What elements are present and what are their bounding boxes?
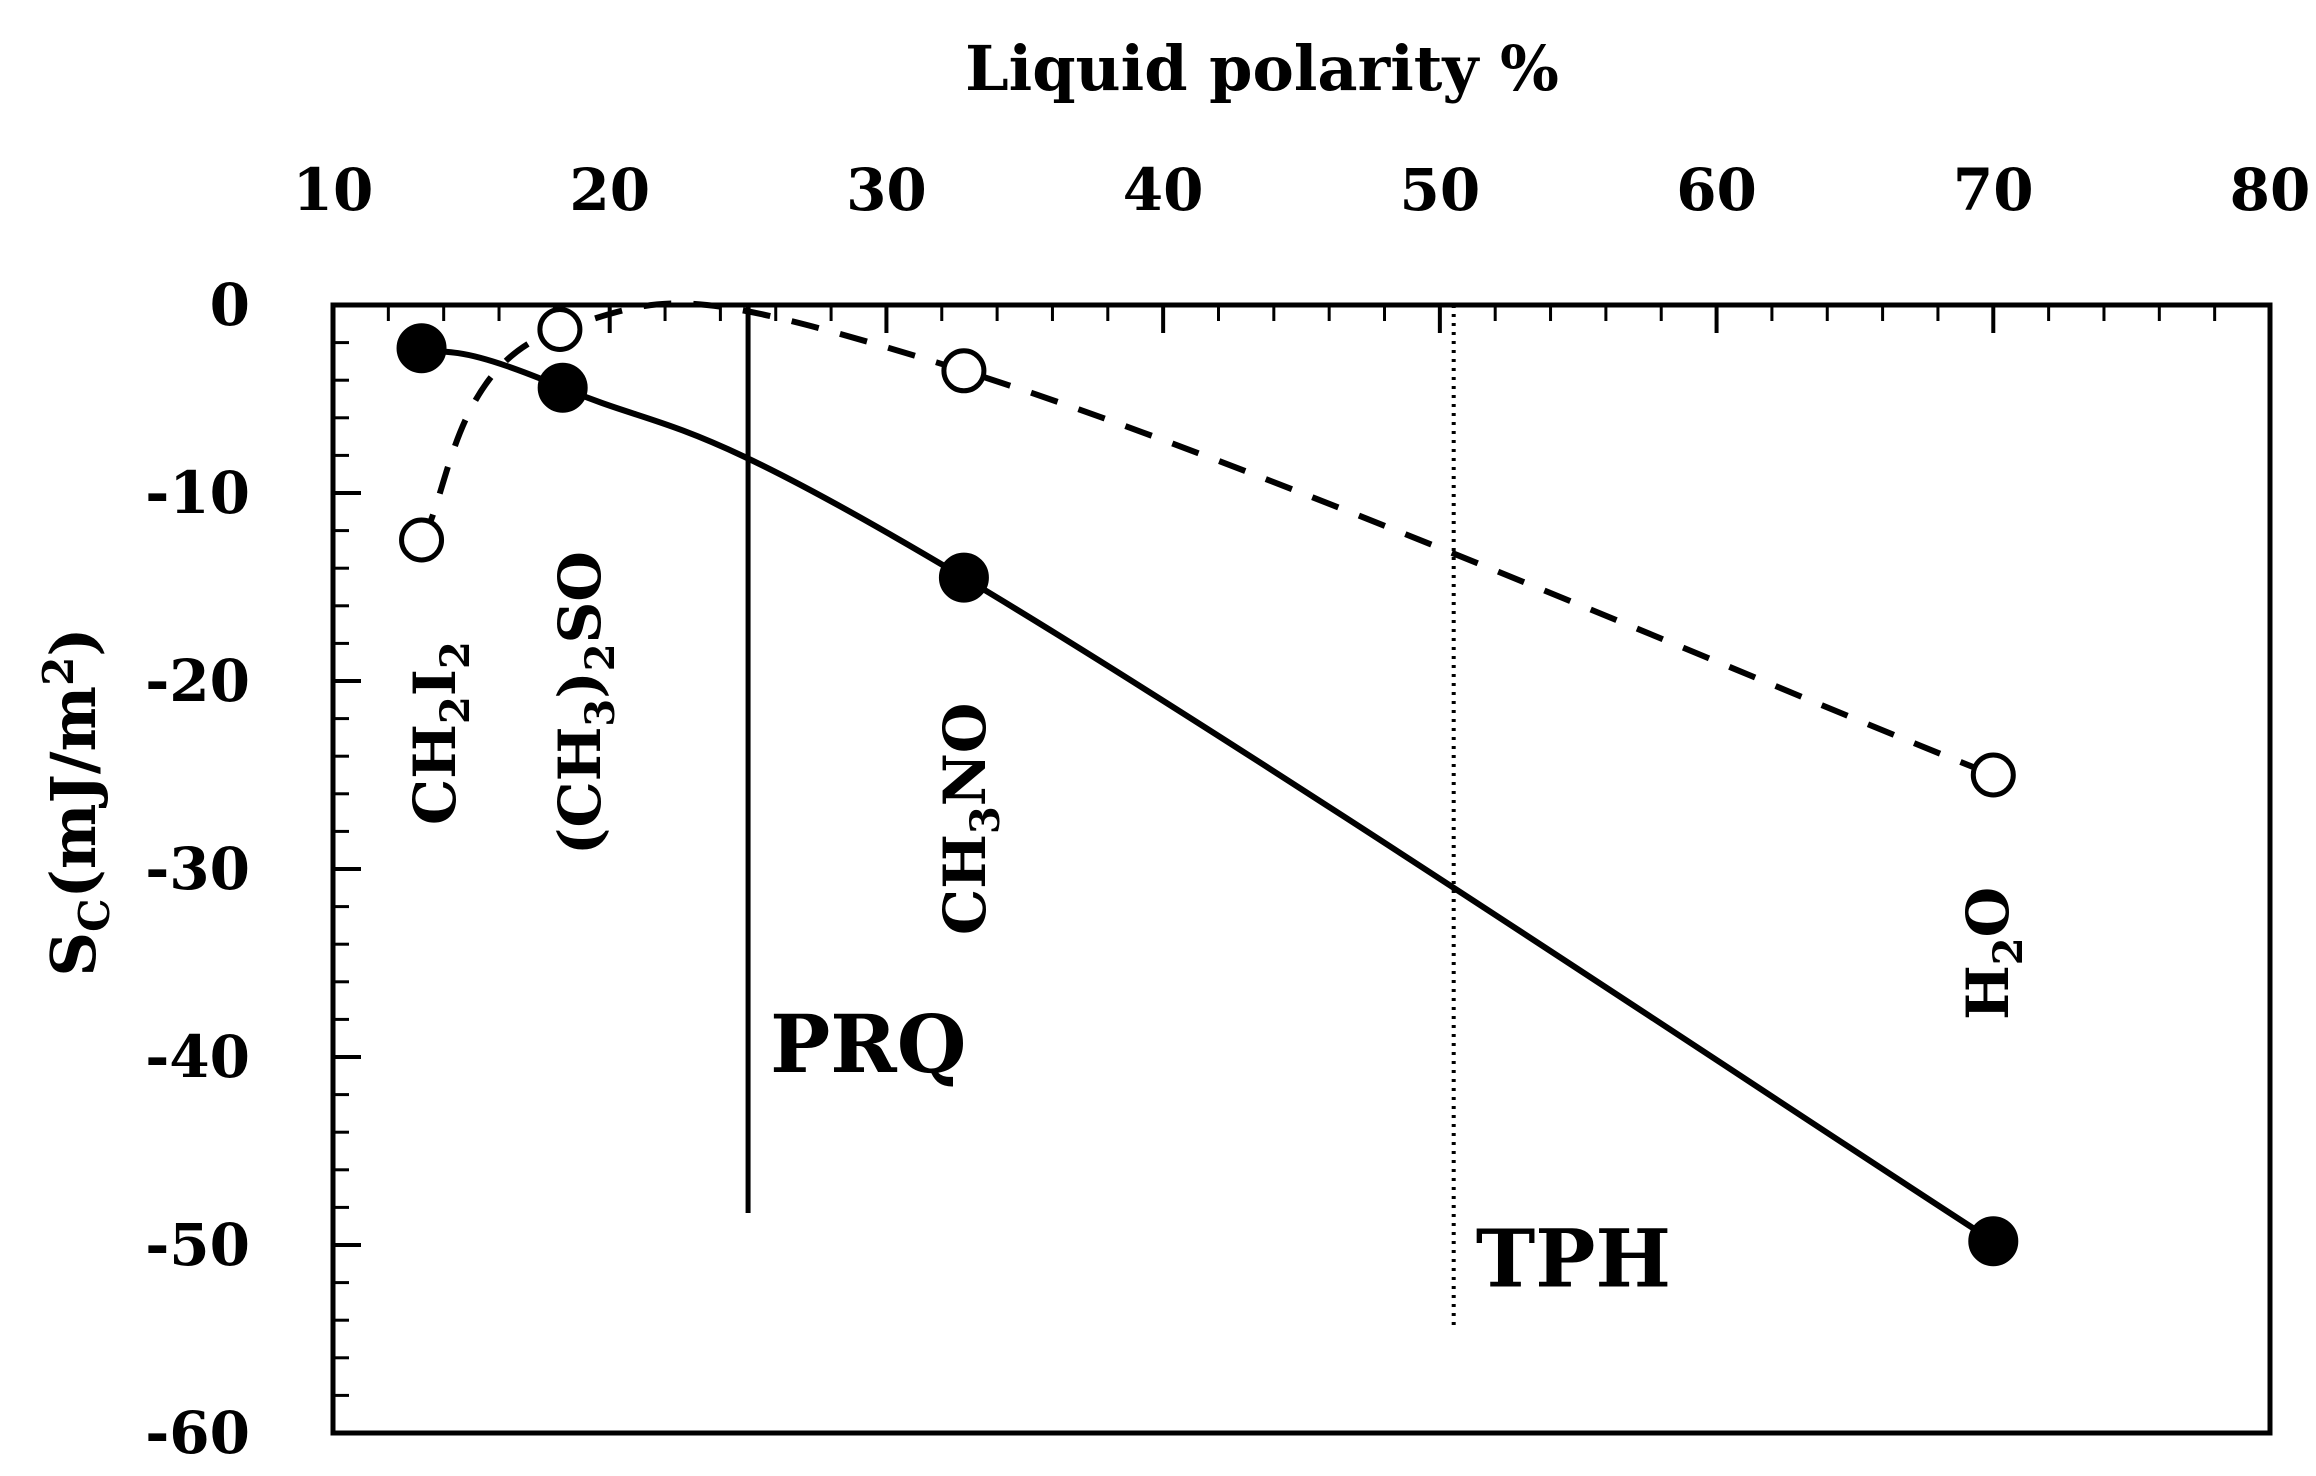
y-axis-title-symbol: S <box>37 932 110 977</box>
series-1-point <box>938 552 989 603</box>
point-label-part: ) <box>546 671 614 698</box>
y-axis-title-unit-close: ) <box>37 627 110 656</box>
x-axis-title: Liquid polarity % <box>965 32 1559 105</box>
series-1-point <box>396 323 447 374</box>
y-tick-label: -10 <box>145 459 250 527</box>
y-axis-title-unit: (mJ/m <box>37 686 110 899</box>
point-label-part: NO <box>931 703 999 807</box>
point-label-part: 2 <box>577 643 624 671</box>
series-2-point <box>941 348 987 394</box>
y-axis-title: SC(mJ/m2) <box>34 627 119 976</box>
reference-label-tph: TPH <box>1476 1211 1671 1305</box>
point-label-part: (CH <box>546 727 614 855</box>
y-axis-ticks: 0 -10 -20 -30 -40 -50 -60 <box>145 271 361 1467</box>
point-label-part: I <box>401 669 469 696</box>
point-label-part: 2 <box>432 696 479 724</box>
x-tick-label: 70 <box>1953 156 2034 224</box>
x-tick-label: 50 <box>1399 156 1480 224</box>
point-label-part: CH <box>401 724 469 825</box>
x-tick-label: 40 <box>1123 156 1204 224</box>
point-label: H2O <box>1954 887 2032 1020</box>
point-label: (CH3)2SO <box>546 551 624 855</box>
point-label-part: 3 <box>577 699 624 727</box>
point-label-part: H <box>1954 965 2022 1020</box>
point-label-part: 2 <box>432 641 479 669</box>
reference-label-prq: PRQ <box>770 997 966 1091</box>
x-tick-label: 30 <box>846 156 927 224</box>
y-tick-label: -50 <box>145 1211 250 1279</box>
x-tick-label: 80 <box>2230 156 2311 224</box>
series-layer <box>396 300 2019 1267</box>
y-tick-label: 0 <box>210 271 250 339</box>
y-tick-label: -20 <box>145 647 250 715</box>
point-label-part: CH <box>931 834 999 935</box>
plot-frame <box>330 302 2273 1436</box>
x-tick-label: 60 <box>1676 156 1757 224</box>
y-axis-title-subscript: C <box>70 898 119 931</box>
y-tick-label: -30 <box>145 835 250 903</box>
point-label: CH2I2 <box>401 641 479 825</box>
reference-lines: PRQ TPH <box>745 305 1671 1330</box>
x-tick-label: 10 <box>293 156 374 224</box>
y-tick-label: -60 <box>145 1399 250 1467</box>
series-1-point <box>537 362 588 413</box>
y-axis-title-unit-superscript: 2 <box>34 657 83 686</box>
point-label-part: 2 <box>1985 937 2032 965</box>
point-label-part: SO <box>546 551 614 643</box>
x-tick-label: 20 <box>569 156 650 224</box>
series-2-point <box>1970 752 2016 798</box>
series-2-point <box>399 517 445 563</box>
point-label-part: 3 <box>962 806 1009 834</box>
series-1-point <box>1968 1216 2019 1267</box>
y-tick-label: -40 <box>145 1023 250 1091</box>
series-2-line <box>419 300 1995 778</box>
series-2-point <box>537 306 583 352</box>
point-label-part: O <box>1954 887 2022 938</box>
point-label: CH3NO <box>931 703 1009 935</box>
